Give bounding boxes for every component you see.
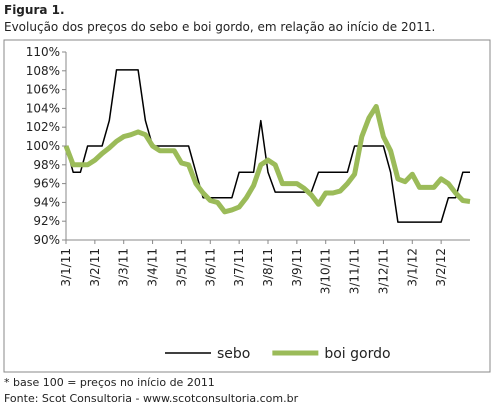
y-tick-label: 98%: [33, 158, 60, 172]
x-tick-label: 3/2/12: [434, 248, 448, 287]
legend-label: boi gordo: [324, 346, 390, 362]
y-tick-label: 110%: [26, 45, 60, 59]
x-tick-label: 3/8/11: [261, 248, 275, 287]
x-tick-label: 3/1/11: [59, 248, 73, 287]
footnote: * base 100 = preços no início de 2011: [4, 376, 215, 389]
x-tick-label: 3/11/11: [348, 248, 362, 294]
x-tick-label: 3/1/12: [405, 248, 419, 287]
y-tick-label: 108%: [26, 64, 60, 78]
source: Fonte: Scot Consultoria - www.scotconsul…: [4, 392, 299, 405]
y-tick-label: 104%: [26, 101, 60, 115]
y-tick-label: 100%: [26, 139, 60, 153]
x-tick-label: 3/12/11: [376, 248, 390, 294]
x-tick-label: 3/6/11: [203, 248, 217, 287]
x-tick-label: 3/7/11: [232, 248, 246, 287]
x-tick-label: 3/10/11: [319, 248, 333, 294]
y-tick-label: 94%: [33, 195, 60, 209]
series-line: [63, 104, 471, 215]
x-tick-label: 3/9/11: [290, 248, 304, 287]
y-tick-label: 106%: [26, 83, 60, 97]
x-tick-label: 3/4/11: [146, 248, 160, 287]
x-tick-label: 3/2/11: [88, 248, 102, 287]
y-tick-label: 96%: [33, 177, 60, 191]
legend-label: sebo: [217, 346, 250, 362]
y-tick-label: 102%: [26, 120, 60, 134]
y-tick-label: 90%: [33, 233, 60, 247]
series-line: [65, 69, 470, 223]
figure-caption: Evolução dos preços do sebo e boi gordo,…: [4, 20, 435, 34]
chart-frame: [3, 39, 491, 373]
y-tick-label: 92%: [33, 214, 60, 228]
x-tick-label: 3/3/11: [117, 248, 131, 287]
figure-label: Figura 1.: [4, 3, 65, 17]
x-tick-label: 3/5/11: [174, 248, 188, 287]
